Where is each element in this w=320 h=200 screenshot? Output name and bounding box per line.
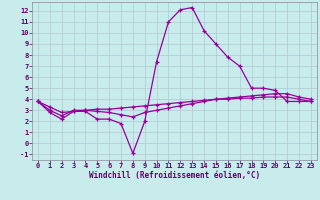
X-axis label: Windchill (Refroidissement éolien,°C): Windchill (Refroidissement éolien,°C) [89,171,260,180]
